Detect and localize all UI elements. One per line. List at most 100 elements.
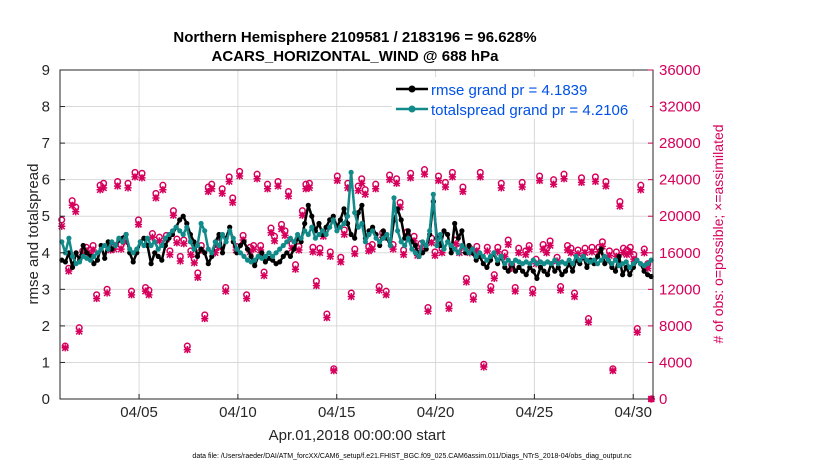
obs-assimilated-marker [375,286,383,294]
data-point [234,246,240,252]
obs-assimilated-marker [626,248,634,256]
data-point [480,261,486,267]
data-point [166,231,172,238]
obs-assimilated-marker [253,175,261,183]
obs-assimilated-marker [103,289,111,297]
x-tick-label: 04/30 [614,404,652,421]
obs-assimilated-marker [515,249,523,257]
obs-assimilated-marker [326,252,334,261]
obs-assimilated-marker [518,183,526,191]
legend-box [392,77,650,119]
data-point [566,257,572,263]
data-point [320,228,326,234]
x-tick-label: 04/15 [318,404,356,421]
data-point [94,250,101,256]
obs-assimilated-marker [556,286,565,294]
data-point [380,235,386,241]
obs-assimilated-marker [640,249,648,257]
data-point [530,268,536,274]
data-point [462,246,469,252]
data-point [295,231,301,238]
data-point [445,239,451,245]
data-point [487,253,494,259]
data-point [159,242,165,249]
data-point [302,220,308,227]
obs-assimilated-marker [274,182,282,190]
left-tick-label: 7 [42,135,50,152]
data-point [323,224,329,230]
data-point [516,264,522,270]
legend-spread-marker [408,105,416,113]
obs-assimilated-marker [263,185,272,193]
data-point [194,253,201,259]
data-point [387,242,393,249]
obs-assimilated-marker [483,247,491,255]
data-point [409,246,415,252]
data-point [241,253,247,259]
obs-assimilated-marker [490,274,498,282]
obs-assimilated-marker [225,177,233,186]
data-point [627,264,633,270]
data-point [237,242,243,249]
data-point [616,253,622,259]
obs-assimilated-marker [89,246,97,254]
left-tick-label: 8 [42,99,50,116]
data-point [595,261,601,267]
data-point [552,257,558,263]
data-point [598,257,604,263]
data-point [459,228,465,234]
data-point [591,257,597,263]
data-point [348,169,354,175]
data-point [184,224,190,230]
data-point [130,259,136,265]
data-point [280,253,286,259]
obs-assimilated-marker [267,229,275,237]
data-point [562,261,569,267]
data-point [459,242,465,249]
obs-assimilated-marker [529,289,537,297]
data-point [620,272,626,278]
obs-assimilated-marker [445,304,453,313]
data-point [252,263,258,269]
data-point [148,261,154,267]
data-point [466,250,472,256]
data-point [223,239,229,245]
data-point [552,268,558,274]
obs-assimilated-marker [96,186,104,194]
obs-assimilated-marker [546,241,554,250]
data-point [209,250,215,256]
obs-assimilated-marker [469,295,477,303]
data-point [144,235,151,241]
data-point [420,239,426,245]
obs-assimilated-marker [372,185,380,193]
data-point [262,253,268,259]
obs-assimilated-marker [539,245,547,253]
obs-assimilated-marker [169,211,177,219]
data-point [609,264,615,270]
data-point [398,239,404,245]
data-point [498,253,504,259]
series-totalspread [59,169,654,270]
data-point [612,268,619,274]
obs-assimilated-marker [508,264,516,272]
obs-assimilated-marker [316,249,324,257]
left-tick-label: 0 [42,391,50,408]
data-point [287,235,293,241]
data-point [634,257,640,263]
data-point [94,257,101,263]
data-point [273,250,279,256]
right-tick-label: 36000 [659,62,701,79]
obs-assimilated-marker [549,180,558,188]
legend-rmse-label: rmse grand pr = 4.1839 [431,82,587,99]
data-point [323,231,329,238]
data-point [216,242,222,249]
data-point [427,228,433,234]
obs-assimilated-marker [368,245,376,253]
data-point [219,231,226,238]
obs-assimilated-marker [312,282,320,290]
data-point [180,231,186,238]
obs-assimilated-marker [344,184,352,192]
obs-assimilated-marker [236,172,244,180]
obs-assimilated-marker [138,174,146,182]
data-point [555,264,561,270]
